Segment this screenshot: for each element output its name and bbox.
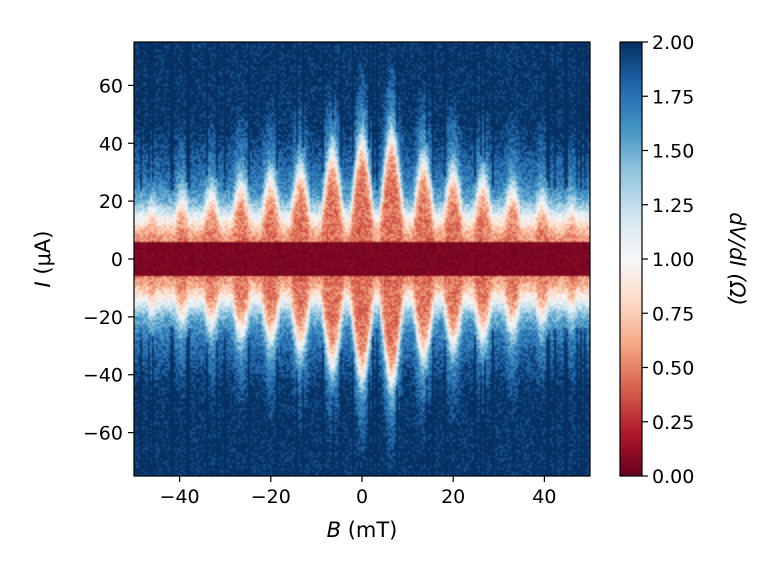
- y-tick-label: 40: [99, 133, 123, 155]
- y-axis-ticks: 60 40 20 0 −20 −40 −60: [83, 75, 134, 445]
- colorbar-tick-label: 0.25: [652, 412, 694, 434]
- colorbar-tick-label: 1.00: [652, 249, 694, 271]
- colorbar-tick-label: 2.00: [652, 32, 694, 54]
- colorbar-tick-label: 1.50: [652, 141, 694, 163]
- x-axis-ticks: −40 −20 0 20 40: [160, 476, 556, 508]
- x-axis-label: B (mT): [327, 518, 398, 542]
- x-tick-label: −20: [251, 486, 291, 508]
- y-tick-label: 0: [111, 249, 123, 271]
- y-tick-label: 60: [99, 75, 123, 97]
- y-tick-label: −60: [83, 423, 123, 445]
- colorbar-tick-label: 1.75: [652, 86, 694, 108]
- y-tick-label: 20: [99, 191, 123, 213]
- y-tick-label: −40: [83, 365, 123, 387]
- colorbar-tick-label: 0.75: [652, 303, 694, 325]
- heatmap-image: [134, 42, 590, 476]
- y-axis-label: I (μA): [31, 231, 55, 288]
- x-tick-label: 0: [356, 486, 368, 508]
- x-tick-label: 20: [441, 486, 465, 508]
- colorbar-tick-label: 0.50: [652, 358, 694, 380]
- colorbar: [620, 42, 642, 476]
- heatmap-plot-area: [134, 42, 590, 476]
- y-tick-label: −20: [83, 307, 123, 329]
- colorbar-tick-label: 0.00: [652, 466, 694, 488]
- colorbar-tick-label: 1.25: [652, 195, 694, 217]
- x-tick-label: 40: [532, 486, 556, 508]
- colorbar-label: dV/dI (Ω): [725, 212, 749, 305]
- x-tick-label: −40: [160, 486, 200, 508]
- colorbar-ticks: 2.00 1.75 1.50 1.25 1.00 0.75 0.50 0.25 0.00: [642, 32, 694, 488]
